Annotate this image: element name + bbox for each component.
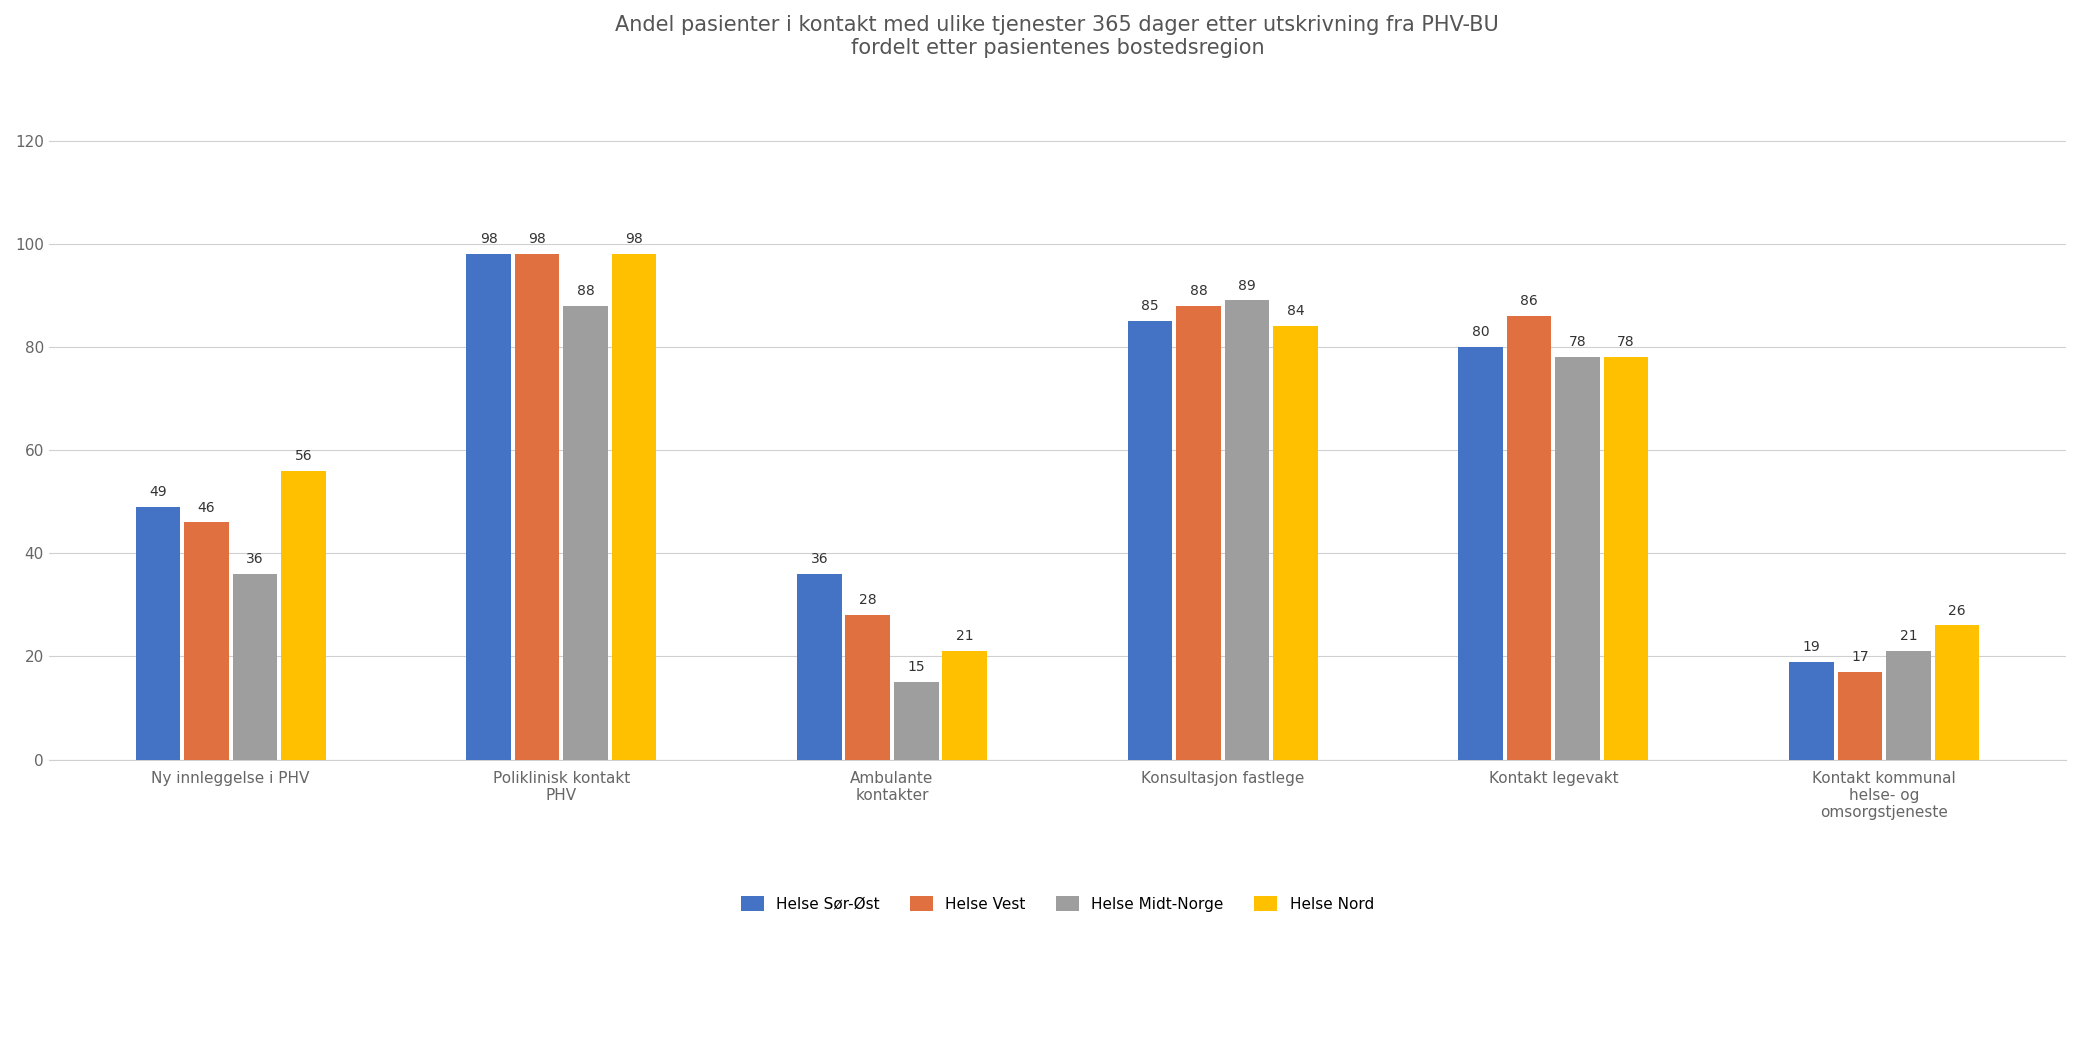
Text: 15: 15 bbox=[907, 660, 926, 675]
Bar bbox=[466, 254, 510, 760]
Text: 36: 36 bbox=[810, 552, 828, 566]
Bar bbox=[1128, 321, 1172, 760]
Text: 85: 85 bbox=[1140, 300, 1159, 313]
Bar bbox=[845, 615, 891, 760]
Text: 89: 89 bbox=[1238, 279, 1255, 293]
Bar bbox=[1176, 306, 1222, 760]
Text: 56: 56 bbox=[296, 449, 312, 463]
Text: 36: 36 bbox=[246, 552, 264, 566]
Text: 78: 78 bbox=[1569, 335, 1586, 350]
Text: 80: 80 bbox=[1471, 325, 1490, 339]
Bar bbox=[1604, 357, 1648, 760]
Bar bbox=[1790, 661, 1833, 760]
Text: 17: 17 bbox=[1852, 650, 1869, 664]
Bar bbox=[233, 574, 277, 760]
Bar bbox=[1459, 347, 1502, 760]
Bar bbox=[1507, 315, 1552, 760]
Legend: Helse Sør-Øst, Helse Vest, Helse Midt-Norge, Helse Nord: Helse Sør-Øst, Helse Vest, Helse Midt-No… bbox=[733, 888, 1382, 919]
Text: 21: 21 bbox=[1900, 630, 1917, 643]
Bar bbox=[895, 682, 939, 760]
Text: 88: 88 bbox=[1190, 284, 1207, 298]
Text: 88: 88 bbox=[576, 284, 595, 298]
Bar bbox=[514, 254, 560, 760]
Text: 26: 26 bbox=[1948, 604, 1967, 617]
Title: Andel pasienter i kontakt med ulike tjenester 365 dager etter utskrivning fra PH: Andel pasienter i kontakt med ulike tjen… bbox=[616, 15, 1498, 58]
Bar bbox=[1935, 626, 1979, 760]
Bar bbox=[564, 306, 608, 760]
Text: 21: 21 bbox=[955, 630, 974, 643]
Bar bbox=[1838, 671, 1881, 760]
Text: 78: 78 bbox=[1617, 335, 1636, 350]
Bar bbox=[943, 652, 986, 760]
Text: 46: 46 bbox=[198, 501, 214, 514]
Text: 98: 98 bbox=[529, 232, 545, 247]
Bar bbox=[1224, 301, 1269, 760]
Text: 84: 84 bbox=[1286, 304, 1305, 319]
Bar bbox=[797, 574, 841, 760]
Bar bbox=[1885, 652, 1931, 760]
Bar bbox=[281, 471, 327, 760]
Text: 86: 86 bbox=[1521, 295, 1538, 308]
Text: 19: 19 bbox=[1802, 640, 1821, 654]
Bar bbox=[1274, 326, 1317, 760]
Bar bbox=[183, 523, 229, 760]
Bar bbox=[135, 507, 181, 760]
Text: 98: 98 bbox=[481, 232, 497, 247]
Bar bbox=[612, 254, 656, 760]
Text: 28: 28 bbox=[859, 593, 876, 607]
Text: 49: 49 bbox=[150, 485, 166, 499]
Text: 98: 98 bbox=[624, 232, 643, 247]
Bar bbox=[1555, 357, 1600, 760]
